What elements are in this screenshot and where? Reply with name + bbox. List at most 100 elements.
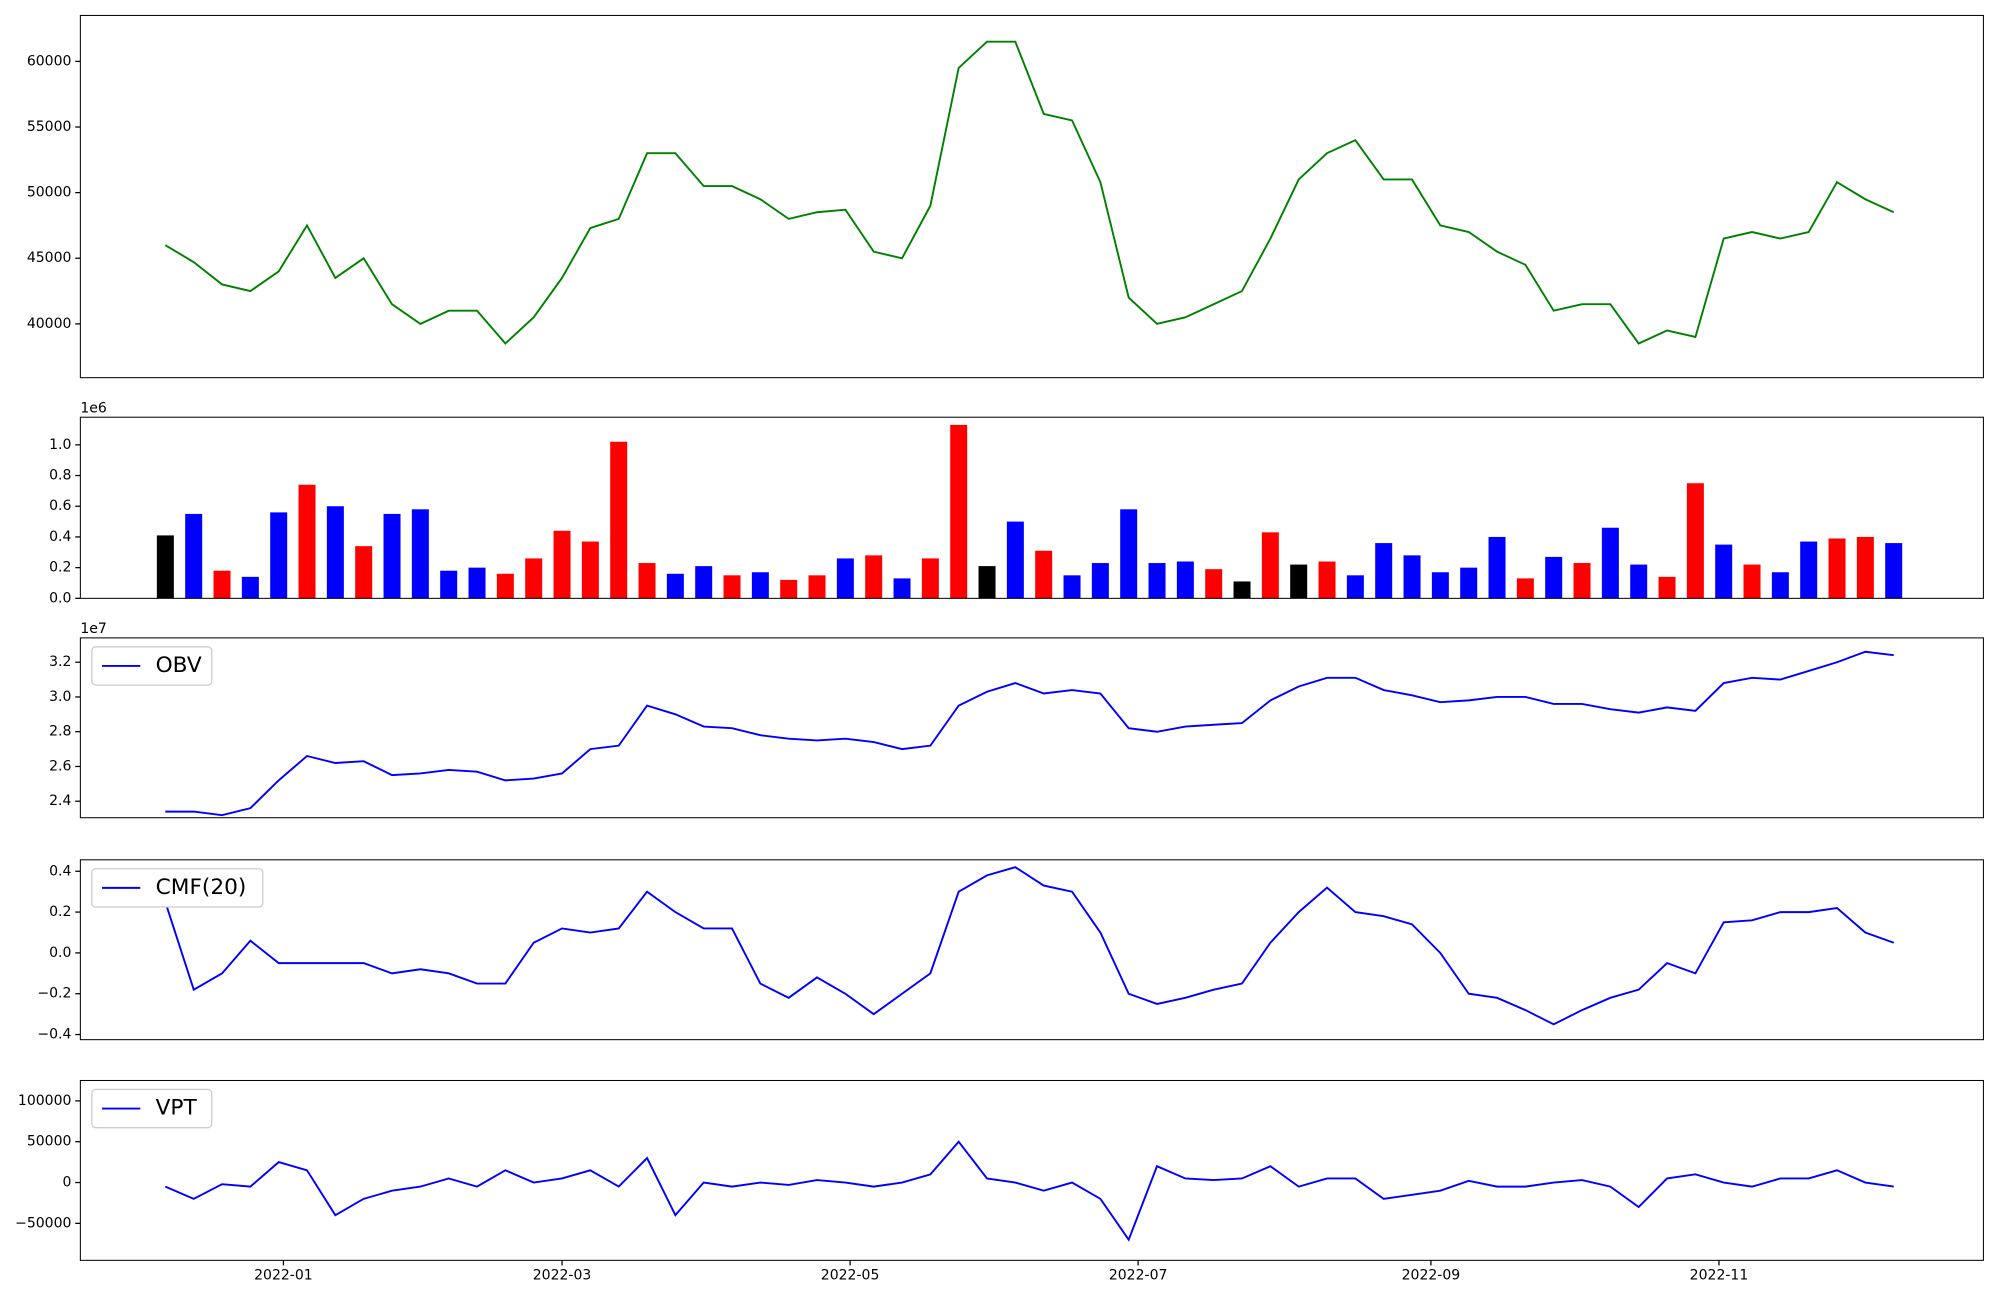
bar bbox=[1035, 550, 1053, 599]
bar bbox=[780, 579, 798, 599]
bar bbox=[241, 576, 259, 599]
y-tick-label: 60000 bbox=[27, 53, 72, 69]
y-tick-label: 50000 bbox=[27, 1134, 72, 1150]
y-tick-label: 45000 bbox=[27, 250, 72, 266]
bar bbox=[1658, 576, 1676, 599]
legend-label: OBV bbox=[156, 653, 202, 678]
legend: VPT bbox=[91, 1088, 213, 1129]
x-tick-label: 2022-01 bbox=[254, 1268, 313, 1284]
legend-label: CMF(20) bbox=[156, 875, 247, 900]
bar bbox=[1006, 521, 1024, 599]
y-tick-label: 1.0 bbox=[49, 437, 71, 453]
legend-box bbox=[91, 868, 264, 908]
y-tick-label: 3.2 bbox=[49, 654, 71, 670]
x-tick-label: 2022-09 bbox=[1402, 1268, 1461, 1284]
axes-frame bbox=[79, 859, 1984, 1041]
bar bbox=[610, 441, 628, 599]
bar bbox=[1771, 572, 1789, 599]
axes-frame bbox=[79, 14, 1984, 379]
bar bbox=[581, 541, 599, 599]
bar bbox=[1545, 556, 1563, 599]
line bbox=[164, 40, 1895, 345]
bar bbox=[1885, 543, 1903, 599]
bar bbox=[808, 575, 826, 599]
bar bbox=[440, 570, 458, 599]
y-tick-label: −0.4 bbox=[37, 1027, 71, 1043]
axes-frame bbox=[79, 1079, 1984, 1261]
y-tick-label: 0.0 bbox=[49, 945, 71, 961]
bar bbox=[1148, 563, 1166, 599]
bar bbox=[1176, 561, 1194, 599]
axes-frame bbox=[79, 637, 1984, 819]
bar bbox=[355, 546, 373, 599]
y-tick-label: 50000 bbox=[27, 185, 72, 201]
legend: CMF(20) bbox=[91, 868, 264, 908]
offset-label: 1e6 bbox=[80, 400, 107, 416]
legend-box bbox=[91, 1088, 213, 1129]
bar bbox=[411, 509, 429, 599]
bar bbox=[723, 575, 741, 599]
bar bbox=[1063, 575, 1081, 599]
bar bbox=[836, 558, 854, 599]
y-tick-label: 0.2 bbox=[49, 560, 71, 576]
line bbox=[164, 866, 1895, 1026]
bar bbox=[1091, 563, 1109, 599]
bar bbox=[978, 566, 996, 599]
bar bbox=[865, 555, 883, 599]
bar bbox=[1431, 572, 1449, 599]
bar bbox=[496, 573, 514, 599]
bar bbox=[1261, 532, 1279, 599]
y-tick-label: 0.6 bbox=[49, 498, 71, 514]
bar bbox=[213, 570, 231, 599]
bar bbox=[1460, 567, 1478, 599]
bar bbox=[1516, 578, 1534, 599]
subplot: 2.4 2.6 2.8 3.0 3.2 1e7 OBV bbox=[49, 621, 1984, 819]
y-tick-label: 0 bbox=[63, 1175, 72, 1191]
bar bbox=[1686, 483, 1704, 599]
bar bbox=[1375, 543, 1393, 599]
y-tick-label: 3.0 bbox=[49, 689, 71, 705]
bar bbox=[326, 506, 344, 599]
bar bbox=[1346, 575, 1364, 599]
axes-frame bbox=[79, 416, 1984, 599]
bar bbox=[666, 573, 684, 599]
bar bbox=[893, 578, 911, 599]
y-tick-label: −0.2 bbox=[37, 986, 71, 1002]
bar bbox=[468, 567, 486, 599]
bar bbox=[525, 558, 543, 599]
y-tick-label: 2.4 bbox=[49, 793, 71, 809]
y-tick-label: 0.0 bbox=[49, 590, 71, 606]
bar bbox=[185, 513, 203, 599]
bar bbox=[1403, 555, 1421, 599]
bar bbox=[638, 563, 656, 599]
x-tick-label: 2022-07 bbox=[1109, 1268, 1168, 1284]
bar bbox=[1828, 538, 1846, 599]
x-tick-label: 2022-03 bbox=[533, 1268, 592, 1284]
y-tick-label: 100000 bbox=[18, 1093, 72, 1109]
bar bbox=[156, 535, 174, 599]
line bbox=[164, 1140, 1894, 1242]
bar bbox=[1601, 527, 1619, 599]
bar bbox=[1205, 569, 1223, 599]
bar bbox=[270, 512, 288, 599]
bar bbox=[1743, 564, 1761, 599]
legend: OBV bbox=[91, 646, 213, 686]
bar bbox=[1120, 509, 1138, 599]
bar bbox=[1488, 536, 1506, 599]
y-tick-label: 40000 bbox=[27, 316, 72, 332]
y-tick-label: 0.8 bbox=[49, 468, 71, 484]
bar bbox=[751, 572, 769, 599]
bar bbox=[1233, 581, 1251, 599]
bar bbox=[383, 513, 401, 599]
y-tick-label: 0.4 bbox=[49, 863, 71, 879]
y-tick-label: 0.2 bbox=[49, 904, 71, 920]
bar bbox=[1630, 564, 1648, 599]
subplot: 0.0 0.2 0.4 0.6 0.8 1.0 1e6 bbox=[49, 400, 1984, 606]
x-tick-label: 2022-05 bbox=[821, 1268, 880, 1284]
line bbox=[165, 650, 1894, 817]
y-tick-label: 2.8 bbox=[49, 724, 71, 740]
bar bbox=[1573, 563, 1591, 599]
subplot: −0.4 −0.2 0.0 0.2 0.4 CMF(20) bbox=[37, 859, 1984, 1043]
subplot: 40000 45000 50000 55000 60000 bbox=[27, 14, 1984, 379]
